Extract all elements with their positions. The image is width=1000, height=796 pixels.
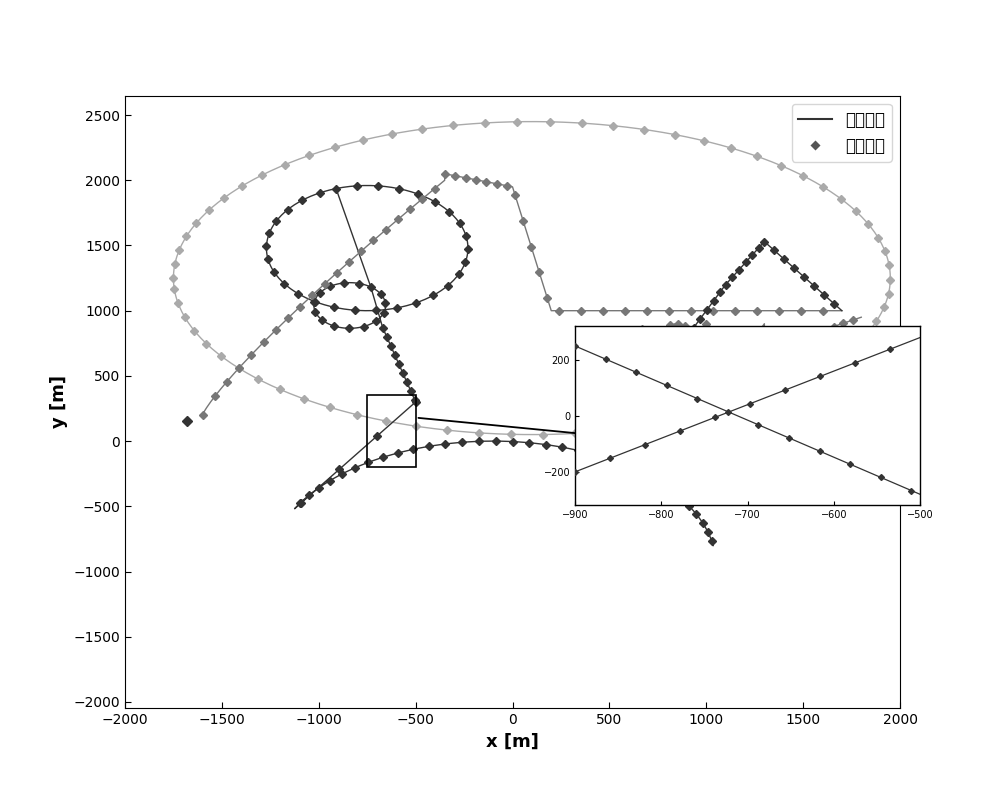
X-axis label: x [m]: x [m] [486,733,539,751]
Y-axis label: y [m]: y [m] [50,376,68,428]
Bar [367,396,416,467]
Legend: 真实轨迹, 跟踪轨迹: 真实轨迹, 跟踪轨迹 [792,103,892,162]
